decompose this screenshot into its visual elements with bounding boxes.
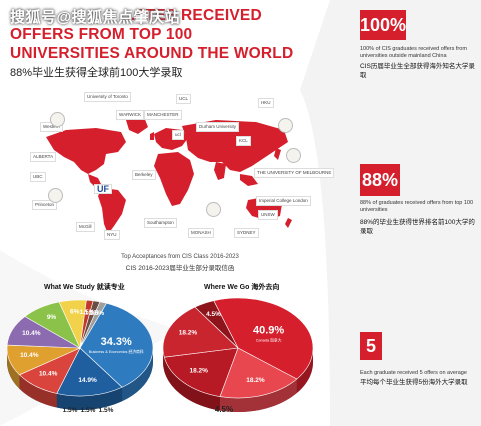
where-pie-label-4: 4.5% <box>206 311 221 318</box>
study-pie-label-4: 10.4% <box>22 330 41 337</box>
study-pie-label-8: 1.5% <box>85 309 100 316</box>
study-pie-slice-side-0 <box>122 348 153 402</box>
study-pie-label-6: 6% <box>70 309 80 316</box>
pie-where-title: Where We Go 海外去向 <box>204 284 280 291</box>
stat-5-box: 5 <box>360 332 382 360</box>
study-pie-bottom-label: 1.5% <box>81 407 96 414</box>
study-pie-label-5: 9% <box>47 314 57 321</box>
study-pie-slice-0 <box>79 302 154 388</box>
subtitle: 88%毕业生获得全球前100大学录取 <box>10 67 183 79</box>
map-asia <box>182 120 288 172</box>
crest-icon <box>278 118 293 133</box>
logo-princeton: Princeton <box>32 200 58 210</box>
where-pie-label-0: 40.9% <box>253 325 284 337</box>
where-pie-slice-1 <box>219 347 298 399</box>
logo-nyu: NYU <box>104 230 120 240</box>
where-pie-slice-3 <box>162 306 239 358</box>
where-pie-bottom-label: 4.5% <box>215 405 233 414</box>
study-pie-label-9: 1.5% <box>89 310 104 317</box>
study-pie-slice-9 <box>79 301 107 349</box>
logo-berkeley: Berkeley <box>132 170 156 180</box>
pie-study-title: What We Study 就读专业 <box>44 284 125 291</box>
headline-line-2: OFFERS FROM TOP 100 <box>10 26 193 43</box>
map-india <box>214 162 226 180</box>
logo-ubc: UBC <box>30 172 46 182</box>
stat-100-cn: CIS历届毕业生全部获得海外知名大学录取 <box>360 63 475 79</box>
where-pie-slice-2 <box>163 347 239 397</box>
headline-line-3: UNIVERSITIES AROUND THE WORLD <box>10 45 294 62</box>
study-pie-sublabel-0: Business & Economics 经济商科 <box>89 349 144 354</box>
crest-icon <box>50 112 65 127</box>
map-nz <box>285 218 292 228</box>
map-greenland <box>126 117 148 134</box>
map-japan <box>274 148 281 160</box>
study-pie-label-1: 14.9% <box>78 377 97 384</box>
map-africa <box>154 152 194 206</box>
stat-100-box: 100% <box>360 10 406 40</box>
world-map: University of Toronto WARWICK MANCHESTER… <box>26 92 335 252</box>
map-caption-cn: CIS 2016-2023届毕业生部分录取信函 <box>125 265 235 272</box>
study-pie-slice-side-2 <box>19 374 57 408</box>
study-pie-label-7: 1.5% <box>80 309 95 316</box>
headline: ...ATES RECEIVED OFFERS FROM TOP 100 UNI… <box>10 6 310 63</box>
stats-sidebar: 100% 100% of CIS graduates received offe… <box>356 0 481 426</box>
where-pie-slice-4 <box>194 300 239 349</box>
where-pie-label-3: 18.2% <box>179 329 198 336</box>
watermark: 搜狐号@搜狐焦点肇庆站 <box>10 9 181 26</box>
logo-southampton: Southampton <box>144 218 177 228</box>
stat-5-en: Each graduate received 5 offers on avera… <box>360 370 467 376</box>
where-pie-slice-side-0 <box>296 348 313 394</box>
crest-icon <box>286 148 301 163</box>
stat-88-en: 88% of graduates received offers from to… <box>360 200 474 213</box>
logo-ucl-small: ucl <box>172 130 184 140</box>
study-pie-slice-side-3 <box>7 348 20 389</box>
study-pie-bottom-label: 1.5% <box>99 407 114 414</box>
map-north-america <box>46 128 126 174</box>
logo-ucl: UCL <box>176 94 192 104</box>
logo-durham: Durham University <box>196 122 240 132</box>
logo-unsw: UNSW <box>258 210 278 220</box>
where-pie-label-2: 18.2% <box>190 368 209 375</box>
map-uk <box>150 132 154 140</box>
headline-line-1: ...ATES RECEIVED <box>122 7 262 24</box>
study-pie-slice-1 <box>56 347 123 397</box>
map-caption-en: Top Acceptances from CIS Class 2016-2023 <box>121 254 239 260</box>
study-pie-label-3: 10.4% <box>20 352 39 359</box>
logo-kcl: KCL <box>236 136 251 146</box>
logo-imperial: Imperial College London <box>256 196 311 206</box>
where-pie-sublabel-0: Canada 加拿大 <box>256 338 282 343</box>
crest-icon <box>48 188 63 203</box>
study-pie-bottom-label: 1.5% <box>63 407 78 414</box>
logo-melbourne: THE UNIVERSITY OF MELBOURNE <box>254 168 335 178</box>
logo-mcgill: McGill <box>76 222 95 232</box>
where-pie-slice-side-1 <box>219 379 297 412</box>
stat-88-cn: 88%的毕业生获得世界排名前100大学的录取 <box>360 219 475 235</box>
stat-100-en: 100% of CIS graduates received offers fr… <box>360 46 467 59</box>
logo-alberta: ALBERTA <box>30 152 57 162</box>
map-south-america <box>98 188 126 234</box>
where-pie-label-1: 18.2% <box>246 377 265 384</box>
logo-toronto: University of Toronto <box>84 92 131 102</box>
study-pie-label-2: 10.4% <box>39 370 58 377</box>
stat-88-box: 88% <box>360 164 400 196</box>
world-map-svg <box>46 117 292 234</box>
where-pie-slice-side-2 <box>164 357 220 411</box>
where-pie-slice-0 <box>213 297 314 380</box>
study-pie-label-0: 34.3% <box>101 336 132 348</box>
logo-monash: MONASH <box>188 228 214 238</box>
logo-uf: UF <box>94 184 112 194</box>
logo-manchester: MANCHESTER <box>144 110 182 120</box>
logo-warwick: WARWICK <box>116 110 144 120</box>
stat-5-cn: 平均每个毕业生获得5份海外大学录取 <box>360 379 468 386</box>
logo-hku: HKU <box>258 98 274 108</box>
map-sea <box>240 174 258 186</box>
crest-icon <box>206 202 221 217</box>
logo-sydney: SYDNEY <box>234 228 259 238</box>
